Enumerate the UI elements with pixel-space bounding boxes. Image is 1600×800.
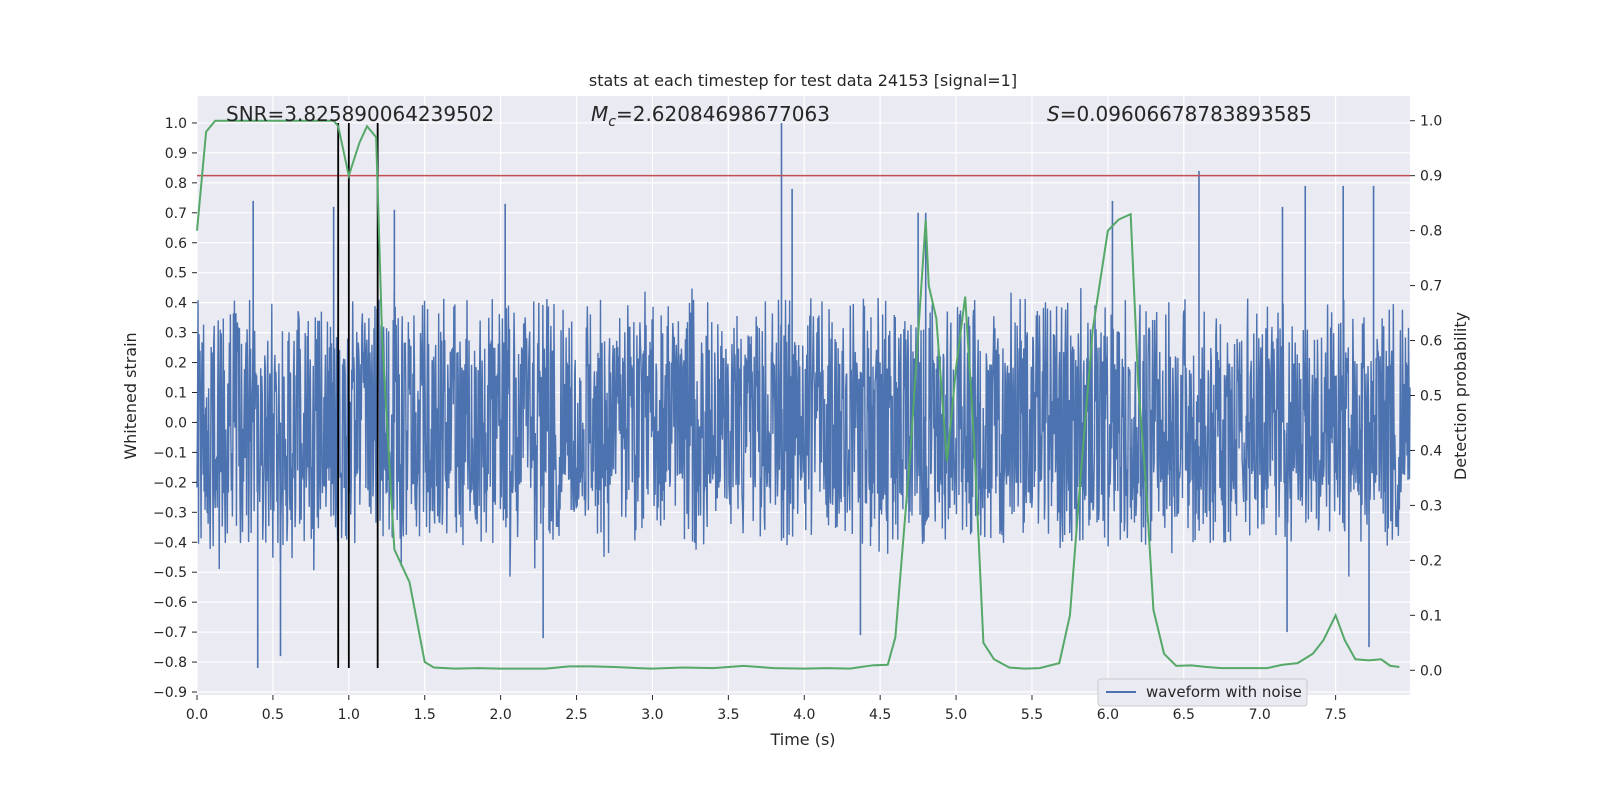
left-y-tick-label: 0.9 <box>165 146 187 162</box>
x-tick-label: 1.0 <box>338 707 360 723</box>
left-y-tick-label: 0.0 <box>165 415 187 431</box>
x-tick-label: 4.0 <box>793 707 815 723</box>
right-y-axis-ticks: 1.0 0.9 0.8 0.7 0.6 0.5 0.4 0.3 0.2 0.1 0.0 <box>1410 114 1442 679</box>
mc-value: =2.62084698677063 <box>616 102 830 126</box>
left-y-tick-label: −0.2 <box>153 475 187 491</box>
right-y-tick-label: 0.6 <box>1420 334 1442 350</box>
s-annotation: S=0.09606678783893585 <box>1047 102 1312 126</box>
x-tick-label: 3.0 <box>641 707 663 723</box>
probability-line <box>196 119 1400 670</box>
probability-series <box>196 119 1400 670</box>
left-y-tick-label: 1.0 <box>165 116 187 132</box>
x-tick-label: 6.0 <box>1097 707 1119 723</box>
right-y-tick-label: 0.0 <box>1420 663 1442 679</box>
x-tick-label: 7.0 <box>1249 707 1271 723</box>
left-y-tick-label: 0.4 <box>165 296 187 312</box>
left-y-tick-label: −0.1 <box>153 445 187 461</box>
right-y-tick-label: 0.5 <box>1420 389 1442 405</box>
left-y-tick-label: −0.6 <box>153 595 187 611</box>
left-y-tick-label: −0.8 <box>153 655 187 671</box>
mc-annotation: Mc=2.62084698677063 <box>591 102 830 130</box>
right-y-tick-label: 0.8 <box>1420 224 1442 240</box>
left-y-tick-label: −0.3 <box>153 505 187 521</box>
left-y-tick-label: 0.5 <box>165 266 187 282</box>
x-tick-label: 5.0 <box>945 707 967 723</box>
left-y-tick-label: −0.5 <box>153 565 187 581</box>
x-tick-label: 0.0 <box>186 707 208 723</box>
x-tick-label: 6.5 <box>1173 707 1195 723</box>
left-y-tick-label: 0.1 <box>165 386 187 402</box>
legend-label: waveform with noise <box>1146 683 1302 701</box>
s-value: =0.09606678783893585 <box>1060 102 1312 126</box>
x-tick-label: 4.5 <box>869 707 891 723</box>
x-tick-label: 7.5 <box>1324 707 1346 723</box>
x-tick-label: 2.5 <box>565 707 587 723</box>
right-y-tick-label: 0.3 <box>1420 498 1442 514</box>
right-y-tick-label: 0.4 <box>1420 443 1442 459</box>
right-y-tick-label: 0.9 <box>1420 169 1442 185</box>
left-y-tick-label: −0.7 <box>153 625 187 641</box>
mc-subscript: c <box>608 114 616 130</box>
right-y-tick-label: 1.0 <box>1420 114 1442 130</box>
x-axis-label: Time (s) <box>769 730 835 749</box>
x-tick-label: 2.0 <box>489 707 511 723</box>
left-y-tick-label: −0.9 <box>153 685 187 701</box>
right-y-tick-label: 0.1 <box>1420 608 1442 624</box>
x-tick-label: 5.5 <box>1021 707 1043 723</box>
left-y-axis-label: Whitened strain <box>121 332 140 459</box>
x-axis-ticks: 0.0 0.5 1.0 1.5 2.0 2.5 3.0 3.5 4.0 4.5 5.0 5.5 6.0 6… <box>186 695 1347 723</box>
left-y-tick-label: 0.2 <box>165 356 187 372</box>
left-y-axis-ticks: 1.0 0.9 0.8 0.7 0.6 0.5 0.4 0.3 0.2 0.1 0.0 −0.1 −0.… <box>153 116 197 701</box>
snr-annotation: SNR=3.825890064239502 <box>226 102 494 126</box>
left-y-tick-label: 0.6 <box>165 236 187 252</box>
right-y-axis-label: Detection probability <box>1451 312 1470 480</box>
left-y-tick-label: 0.3 <box>165 326 187 342</box>
waveform-line <box>196 288 1411 577</box>
x-tick-label: 0.5 <box>262 707 284 723</box>
right-y-tick-label: 0.2 <box>1420 553 1442 569</box>
left-y-tick-label: 0.8 <box>165 176 187 192</box>
mc-symbol: M <box>591 102 608 126</box>
left-y-tick-label: −0.4 <box>153 535 187 551</box>
x-tick-label: 1.5 <box>414 707 436 723</box>
chart-title: stats at each timestep for test data 241… <box>589 71 1017 90</box>
legend-box <box>1097 678 1308 707</box>
legend: waveform with noise <box>1097 678 1308 707</box>
s-symbol: S <box>1047 102 1060 126</box>
right-y-tick-label: 0.7 <box>1420 279 1442 295</box>
waveform-series <box>196 122 1411 669</box>
x-tick-label: 3.5 <box>717 707 739 723</box>
annotations: SNR=3.825890064239502 Mc=2.6208469867706… <box>226 102 1312 130</box>
left-y-tick-label: 0.7 <box>165 206 187 222</box>
